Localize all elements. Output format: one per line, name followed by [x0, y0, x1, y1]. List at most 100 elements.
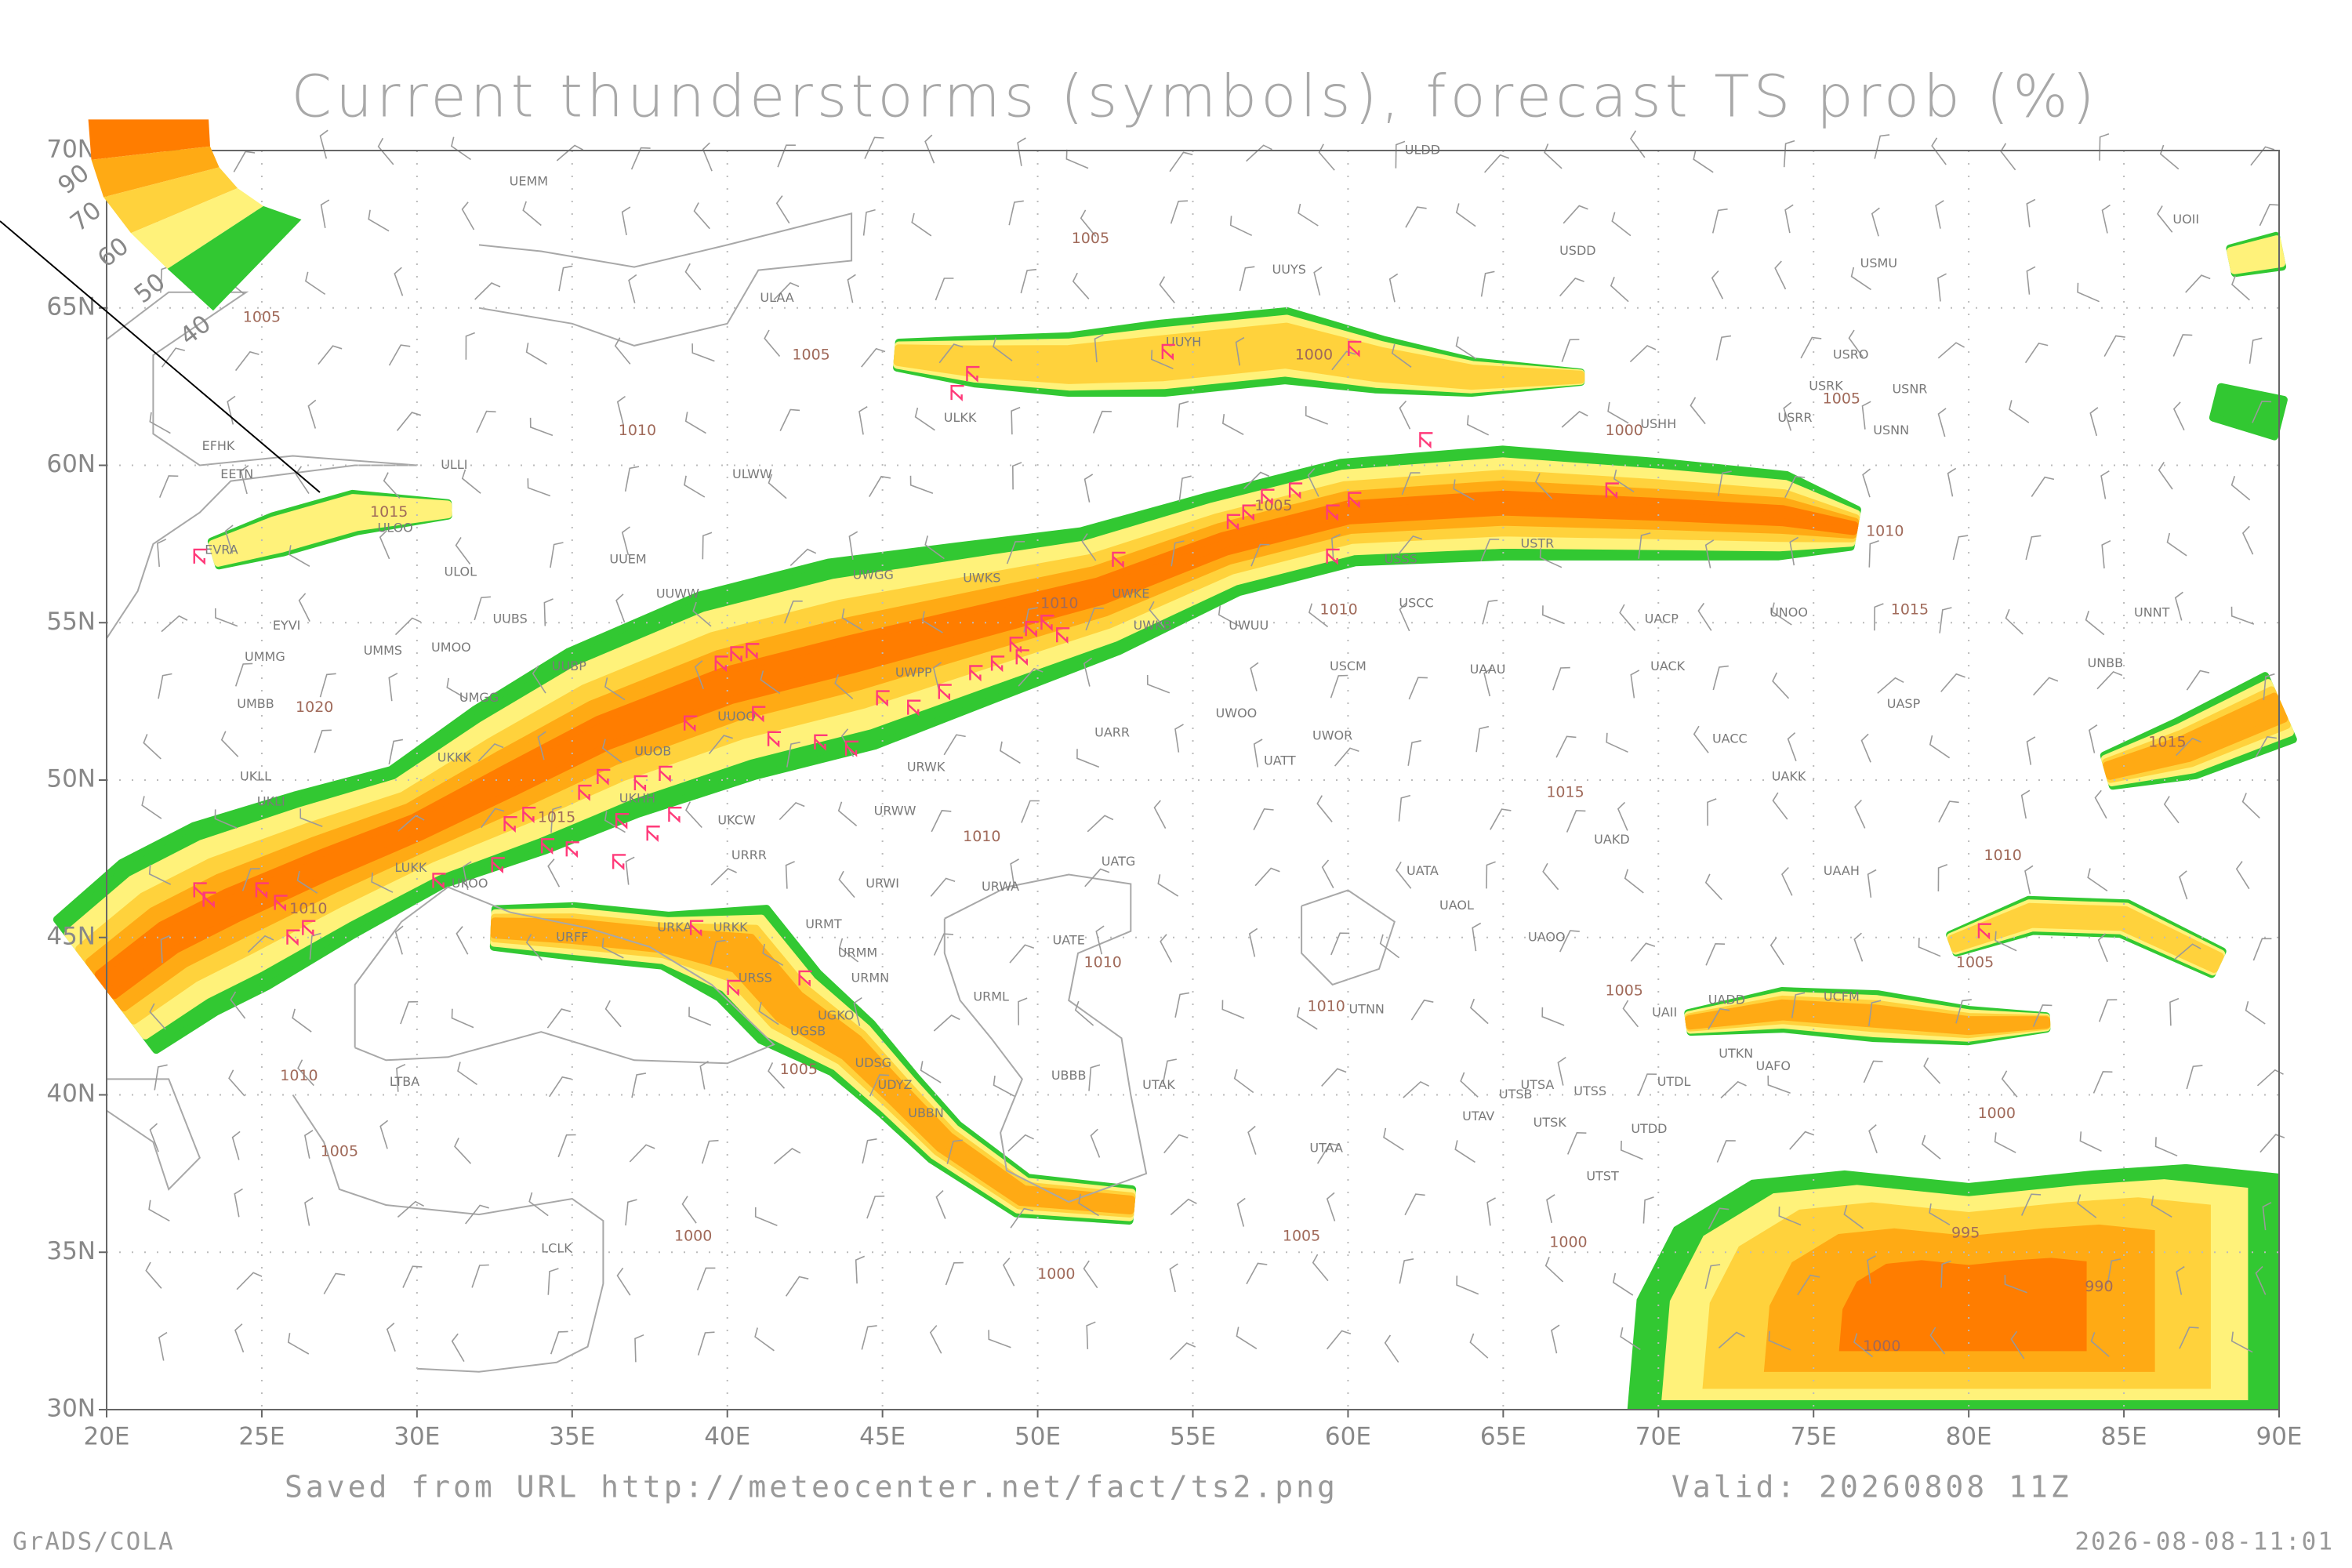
wind-barb	[834, 674, 854, 700]
wind-barb	[456, 926, 469, 955]
wind-barb	[2031, 476, 2055, 497]
station-label: UEMM	[510, 174, 548, 189]
station-label: ULKK	[944, 410, 977, 425]
wind-barb	[1388, 273, 1399, 303]
wind-barbs	[141, 129, 2285, 1363]
wind-barb	[2077, 1194, 2097, 1218]
wind-barb	[1092, 410, 1112, 434]
x-tick-label: 80E	[1946, 1423, 1992, 1451]
wind-barb	[631, 1073, 647, 1098]
station-label: UAKD	[1594, 832, 1629, 847]
pointer-line	[0, 220, 321, 493]
wind-barb	[1789, 1131, 1815, 1150]
wind-barb	[522, 201, 542, 227]
wind-barb	[710, 868, 737, 886]
wind-barb	[1398, 794, 1411, 822]
wind-barb	[1235, 336, 1245, 366]
wind-barb	[764, 329, 781, 358]
wind-barb	[1774, 260, 1787, 290]
wind-barb	[292, 1008, 312, 1033]
wind-barb	[2099, 132, 2110, 161]
wind-barb	[158, 475, 179, 499]
wind-barb	[760, 670, 781, 695]
station-label: EFHK	[202, 438, 235, 453]
wind-barb	[1541, 605, 1565, 625]
wind-barb	[1923, 1057, 1941, 1084]
wind-barb	[1475, 725, 1490, 753]
station-label: USRO	[1833, 347, 1869, 361]
wind-barb	[785, 861, 795, 889]
wind-barb	[2174, 591, 2183, 621]
wind-barb	[236, 1272, 263, 1290]
station-label: UTAK	[1142, 1077, 1175, 1092]
x-tick-label: 30E	[394, 1423, 440, 1451]
station-label: ULAA	[760, 290, 793, 305]
wind-barb	[400, 1000, 419, 1025]
station-label: UDSG	[855, 1055, 891, 1070]
wind-barb	[214, 809, 238, 829]
wind-barb	[1486, 1197, 1496, 1226]
wind-barb	[1466, 415, 1490, 436]
thunderstorm-symbol	[1348, 340, 1362, 358]
probability-area	[1838, 1258, 2087, 1352]
wind-barb	[2230, 475, 2251, 501]
wind-barb	[1011, 406, 1021, 435]
wind-barb	[1243, 471, 1270, 490]
wind-barb	[1629, 344, 1657, 363]
station-label: UNBB	[2087, 655, 2123, 670]
wind-barb	[2000, 143, 2016, 171]
wind-barb	[233, 151, 256, 172]
wind-barb	[319, 129, 328, 159]
wind-barb	[988, 1330, 1011, 1348]
wind-barb	[1778, 1206, 1802, 1226]
wind-barb	[694, 660, 704, 690]
wind-barb	[1791, 992, 1806, 1018]
wind-barb	[684, 475, 706, 498]
isobar-label: 1010	[1984, 847, 2022, 864]
wind-barb	[614, 337, 631, 365]
isobar-label: 1015	[1891, 601, 1929, 619]
station-label: UUOO	[717, 709, 756, 724]
wind-barb	[2107, 1258, 2122, 1285]
wind-barb	[862, 1138, 877, 1164]
wind-barb	[1715, 335, 1732, 361]
wind-barb	[1254, 867, 1280, 887]
coastline	[354, 886, 775, 1065]
wind-barb	[1937, 863, 1948, 892]
wind-barb	[1410, 999, 1434, 1021]
wind-barb	[1707, 798, 1717, 826]
wind-barb	[537, 731, 546, 760]
wind-barb	[1009, 944, 1035, 964]
wind-barb	[1620, 1140, 1643, 1160]
wind-barb	[920, 1061, 942, 1083]
wind-barb	[2101, 204, 2111, 234]
wind-barb	[1486, 861, 1496, 889]
wind-barb	[2092, 1071, 2113, 1094]
wind-barb	[1469, 998, 1489, 1025]
wind-barb	[457, 1062, 477, 1086]
thunderstorm-symbol	[876, 690, 890, 707]
wind-barb	[1010, 1207, 1034, 1229]
wind-barb	[247, 935, 274, 953]
wind-barb	[474, 596, 491, 621]
probability-area	[1947, 902, 2224, 973]
wind-barb	[546, 1008, 572, 1029]
wind-barb	[2174, 943, 2201, 960]
wind-barb	[2179, 870, 2188, 900]
wind-barb	[1174, 992, 1190, 1018]
station-label: UKOO	[452, 876, 488, 891]
wind-barb	[2026, 198, 2036, 227]
station-label: UAKK	[1772, 768, 1806, 783]
wind-barb	[2159, 144, 2180, 170]
wind-barb	[1170, 200, 1189, 224]
wind-barb	[1178, 475, 1192, 503]
wind-barb	[2097, 933, 2108, 963]
wind-barb	[234, 662, 253, 687]
wind-barb	[297, 1059, 314, 1087]
thunderstorm-symbol	[302, 920, 316, 937]
thunderstorm-symbol	[432, 873, 446, 890]
wind-barb	[161, 347, 186, 368]
wind-barb	[289, 545, 310, 567]
wind-barb	[625, 1199, 637, 1226]
probability-area	[1685, 999, 2051, 1036]
